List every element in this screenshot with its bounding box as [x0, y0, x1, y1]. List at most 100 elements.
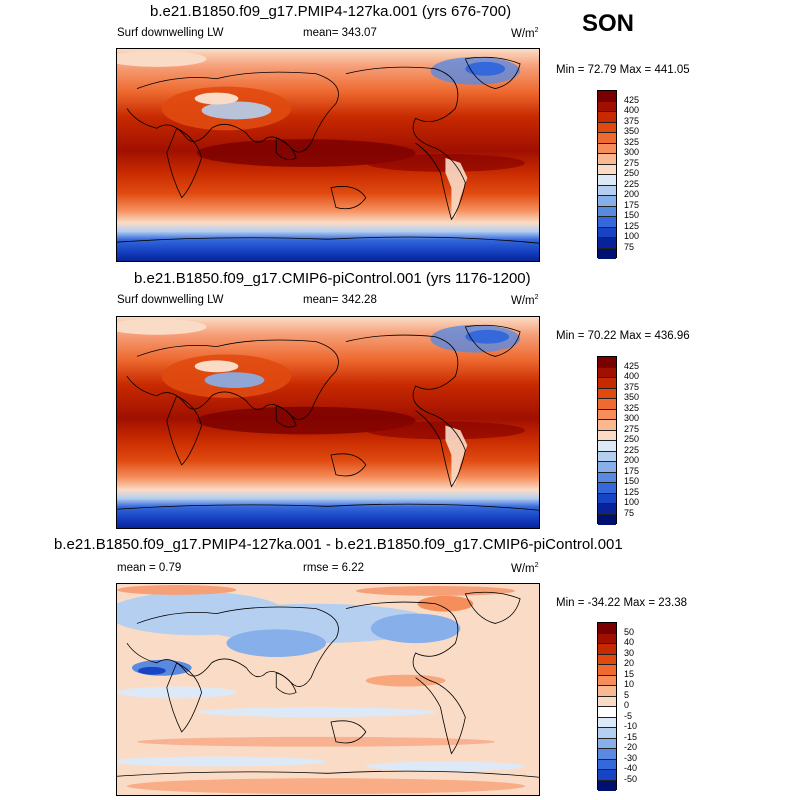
colorbar-swatch — [598, 248, 616, 259]
colorbar-swatch — [598, 143, 616, 154]
colorbar-swatch — [598, 227, 616, 238]
season-label: SON — [582, 10, 635, 37]
colorbar-tick-label: 250 — [624, 168, 640, 178]
panel3-map — [116, 583, 540, 796]
colorbar-tick-label: -40 — [624, 763, 638, 773]
colorbar-tick-label: 125 — [624, 486, 640, 497]
colorbar-swatch — [598, 238, 616, 249]
colorbar-tick-label: -10 — [624, 721, 638, 731]
colorbar-swatch — [598, 483, 616, 494]
colorbar-tick-label: -15 — [624, 731, 638, 742]
colorbar-swatch — [598, 675, 616, 686]
colorbar-swatch — [598, 728, 616, 739]
colorbar-swatch — [598, 164, 616, 175]
colorbar-tick-label: 150 — [624, 210, 640, 220]
panel1-title: b.e21.B1850.f09_g17.PMIP4-127ka.001 (yrs… — [150, 3, 512, 20]
colorbar-swatch — [598, 112, 616, 123]
colorbar-tick-label: -50 — [624, 773, 638, 784]
colorbar-swatch — [598, 472, 616, 483]
colorbar-swatch — [598, 122, 616, 133]
colorbar-swatch — [598, 514, 616, 525]
colorbar-tick-label: 425 — [624, 94, 640, 105]
colorbar-tick-label: 10 — [624, 679, 635, 689]
colorbar-tick-label: 225 — [624, 444, 640, 455]
colorbar-swatch — [598, 441, 616, 452]
colorbar-tick-label: 375 — [624, 381, 640, 392]
colorbar-swatch — [598, 504, 616, 515]
colorbar-swatch — [598, 644, 616, 655]
colorbar-swatch — [598, 91, 616, 102]
colorbar-tick-label: 225 — [624, 178, 640, 189]
colorbar-tick-label: 325 — [624, 136, 640, 147]
panel2-minmax-label: Min = 70.22 Max = 436.96 — [556, 330, 690, 342]
panel1-colorbar-swatches — [598, 91, 616, 259]
colorbar-tick-label: 200 — [624, 455, 640, 465]
panel2-map — [116, 316, 540, 529]
panel3-title: b.e21.B1850.f09_g17.PMIP4-127ka.001 - b.… — [54, 536, 623, 553]
colorbar-tick-label: 0 — [624, 700, 630, 710]
colorbar-swatch — [598, 175, 616, 186]
colorbar-tick-label: 75 — [624, 507, 635, 518]
colorbar-tick-label: 200 — [624, 189, 640, 199]
colorbar-swatch — [598, 633, 616, 644]
colorbar-swatch — [598, 185, 616, 196]
colorbar-swatch — [598, 770, 616, 781]
colorbar-swatch — [598, 738, 616, 749]
colorbar-swatch — [598, 101, 616, 112]
colorbar-tick-label: 275 — [624, 423, 640, 434]
colorbar-swatch — [598, 420, 616, 431]
panel1-map — [116, 48, 540, 262]
panel2-units-label: W/m2 — [511, 294, 539, 307]
colorbar-swatch — [598, 717, 616, 728]
colorbar-tick-label: -30 — [624, 752, 638, 763]
colorbar-swatch — [598, 707, 616, 718]
colorbar-tick-label: 300 — [624, 147, 640, 157]
colorbar-swatch — [598, 462, 616, 473]
colorbar-swatch — [598, 196, 616, 207]
colorbar-swatch — [598, 206, 616, 217]
colorbar-tick-label: 425 — [624, 360, 640, 371]
colorbar-swatch — [598, 430, 616, 441]
panel1-mean-label: mean= 343.07 — [303, 27, 377, 39]
colorbar-swatch — [598, 696, 616, 707]
colorbar-tick-label: 150 — [624, 476, 640, 486]
colorbar-tick-label: 100 — [624, 231, 640, 241]
colorbar-tick-label: 300 — [624, 413, 640, 423]
colorbar-swatch — [598, 493, 616, 504]
colorbar-swatch — [598, 759, 616, 770]
panel3-colorbar — [597, 622, 617, 791]
colorbar-tick-label: -20 — [624, 742, 638, 752]
colorbar-swatch — [598, 357, 616, 368]
colorbar-tick-label: 400 — [624, 371, 640, 381]
colorbar-tick-label: 40 — [624, 637, 635, 647]
colorbar-tick-label: 350 — [624, 126, 640, 136]
colorbar-tick-label: 125 — [624, 220, 640, 231]
colorbar-tick-label: 175 — [624, 465, 640, 476]
colorbar-swatch — [598, 780, 616, 791]
colorbar-tick-label: 15 — [624, 668, 635, 679]
colorbar-swatch — [598, 654, 616, 665]
panel2-variable-label: Surf downwelling LW — [117, 294, 224, 306]
colorbar-swatch — [598, 686, 616, 697]
panel3-minmax-label: Min = -34.22 Max = 23.38 — [556, 597, 688, 609]
colorbar-tick-label: 400 — [624, 105, 640, 115]
panel1-minmax-label: Min = 72.79 Max = 441.05 — [556, 64, 690, 76]
colorbar-tick-label: 250 — [624, 434, 640, 444]
colorbar-tick-label: 30 — [624, 647, 635, 658]
colorbar-tick-label: 20 — [624, 658, 635, 668]
colorbar-tick-label: 375 — [624, 115, 640, 126]
colorbar-tick-label: 75 — [624, 241, 635, 252]
colorbar-tick-label: 325 — [624, 402, 640, 413]
panel3-units-label: W/m2 — [511, 562, 539, 575]
panel1-map-field — [117, 49, 539, 261]
panel1-variable-label: Surf downwelling LW — [117, 27, 224, 39]
colorbar-swatch — [598, 388, 616, 399]
panel2-colorbar-swatches — [598, 357, 616, 525]
colorbar-swatch — [598, 378, 616, 389]
colorbar-swatch — [598, 749, 616, 760]
colorbar-swatch — [598, 154, 616, 165]
panel3-colorbar-swatches — [598, 623, 616, 791]
colorbar-swatch — [598, 623, 616, 634]
colorbar-swatch — [598, 133, 616, 144]
colorbar-swatch — [598, 217, 616, 228]
